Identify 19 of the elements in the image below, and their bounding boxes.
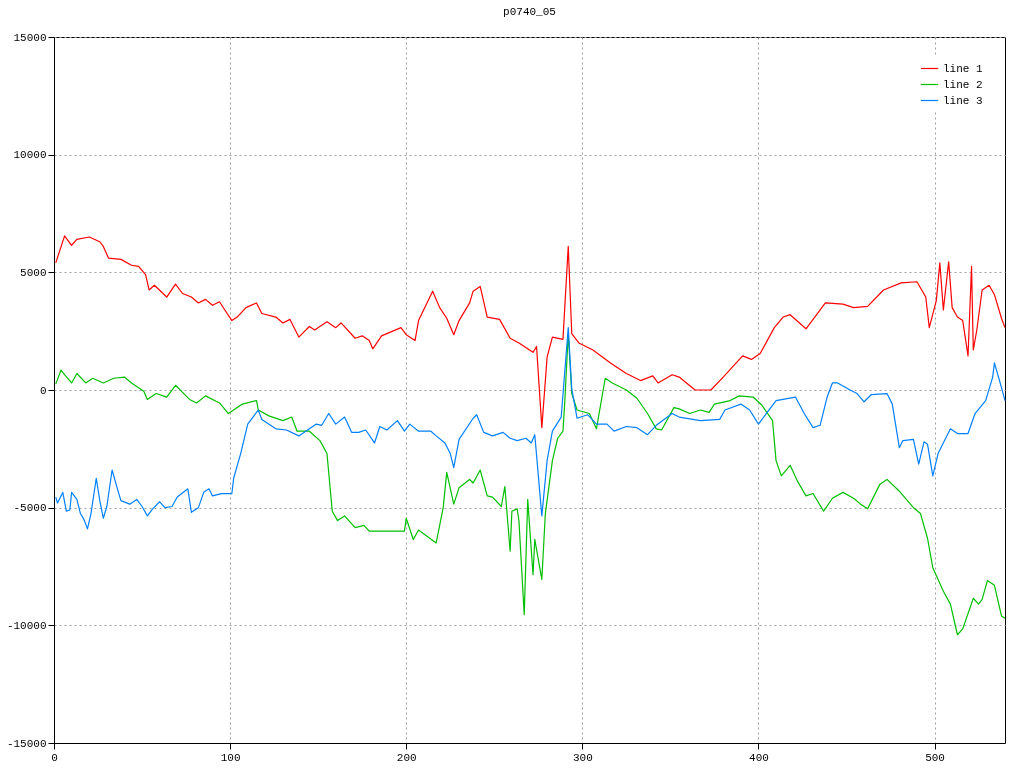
x-tick-label: 400	[749, 751, 769, 764]
y-tick-label: -10000	[6, 619, 47, 632]
y-tick-label: 0	[39, 384, 47, 397]
x-tick-label: 500	[925, 751, 945, 764]
y-tick-label: -5000	[13, 502, 47, 515]
legend-label: line 1	[943, 62, 984, 75]
chart-title: p0740_05	[503, 6, 556, 18]
legend-label: line 3	[943, 94, 983, 107]
line-series	[55, 327, 1006, 530]
line-series	[55, 235, 1006, 429]
x-tick-label: 0	[51, 751, 58, 764]
y-tick-label: 10000	[13, 149, 47, 162]
x-tick-label: 100	[220, 751, 241, 764]
x-tick-label: 200	[396, 751, 417, 764]
y-tick-label: 5000	[20, 266, 47, 279]
y-tick-label: 15000	[13, 31, 47, 44]
legend-label: line 2	[943, 78, 983, 91]
x-tick-label: 300	[572, 751, 593, 764]
y-tick-label: -15000	[6, 737, 47, 750]
